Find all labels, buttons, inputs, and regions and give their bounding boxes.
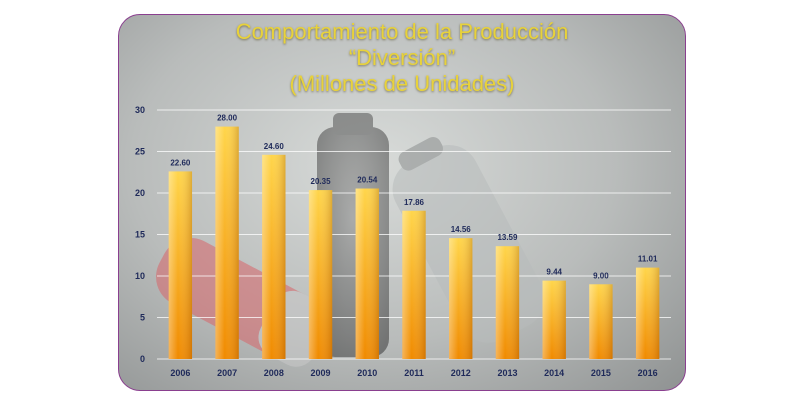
x-tick-label: 2016 [638,368,658,378]
x-tick-label: 2006 [170,368,190,378]
bar-shading [168,171,193,359]
value-label: 14.56 [451,225,472,234]
y-tick-label: 20 [135,188,145,198]
value-label: 9.00 [593,271,609,280]
value-label: 20.35 [311,177,332,186]
y-tick-label: 0 [140,354,145,364]
bar-shading [402,210,426,359]
x-tick-label: 2008 [264,368,284,378]
bar-shading [635,267,660,359]
y-axis-tick-labels: 0 5 10 15 20 25 30 [135,105,145,364]
y-tick-label: 25 [135,147,145,157]
bar-shading [355,188,379,359]
x-tick-label: 2007 [217,368,237,378]
value-label: 24.60 [264,142,285,151]
chart-units: (Millones de Unidades) [289,71,515,96]
chart-title: Comportamiento de la Producción [235,19,569,44]
x-tick-label: 2012 [451,368,471,378]
value-label: 22.60 [170,158,191,167]
bar-shading [495,246,520,359]
y-tick-label: 5 [140,313,145,323]
chart-subtitle: “Diversión” [348,45,456,70]
x-tick-label: 2014 [544,368,564,378]
bar-shading [449,238,473,359]
value-label: 28.00 [217,114,238,123]
x-tick-label: 2011 [404,368,424,378]
value-label: 17.86 [404,198,425,207]
x-tick-label: 2015 [591,368,611,378]
spray-can-background-image [156,113,545,367]
value-label: 11.01 [638,255,658,264]
x-axis-tick-labels: 2006 2007 2008 2009 2010 2011 2012 2013 2014 2015… [170,368,657,378]
bar-shading [542,280,566,359]
x-tick-label: 2013 [497,368,517,378]
bar-shading [308,190,333,359]
x-tick-label: 2010 [357,368,377,378]
bar-shading [215,126,239,359]
x-tick-label: 2009 [311,368,331,378]
gridlines [157,109,671,360]
value-label: 20.54 [357,176,378,185]
y-tick-label: 10 [135,271,145,281]
value-label: 13.59 [497,233,518,242]
value-label: 9.44 [546,268,562,277]
chart-frame: Comportamiento de la Producción “Diversi… [118,14,686,391]
y-tick-label: 15 [135,230,145,240]
bar-shading [589,284,613,359]
y-tick-label: 30 [135,105,145,115]
bar-chart: 0 5 10 15 20 25 30 22.60 28.00 24.60 20.35 20.54 17… [135,105,671,378]
value-labels: 22.60 28.00 24.60 20.35 20.54 17.86 14.56 13.59… [170,114,658,281]
bar-shading [262,154,286,359]
bars [168,126,660,359]
